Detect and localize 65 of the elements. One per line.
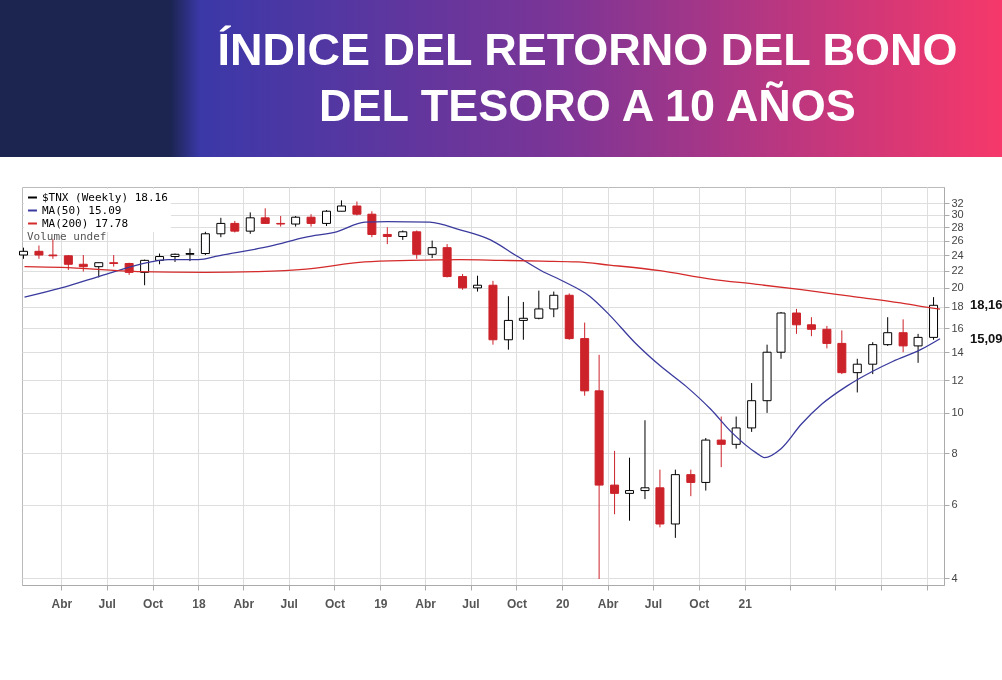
- y-tick-label: 20: [951, 281, 964, 294]
- y-tick-label: 28: [951, 220, 964, 233]
- candlestick: [640, 419, 650, 500]
- x-tick-label: Abr: [51, 596, 73, 611]
- y-tick-label: 24: [951, 248, 964, 261]
- x-tick-label: 18: [192, 596, 206, 611]
- candlestick: [503, 295, 513, 351]
- candlestick: [898, 318, 908, 353]
- y-tick-label: 18: [951, 300, 964, 313]
- candlestick: [170, 253, 180, 263]
- x-tick-label: 20: [556, 596, 570, 611]
- x-tick-label: 21: [738, 596, 753, 611]
- y-tick-label: 30: [951, 208, 964, 221]
- annotation: 18,16: [970, 297, 1002, 313]
- candlestick: [852, 358, 862, 393]
- chart-title: ÍNDICE DEL RETORNO DEL BONO DEL TESORO A 10 AÑOS: [216, 23, 959, 133]
- x-tick-label: Jul: [462, 596, 480, 611]
- y-tick-label: 6: [951, 498, 958, 511]
- candlestick: [306, 213, 316, 228]
- candlestick: [200, 231, 210, 256]
- candlestick: [534, 290, 544, 320]
- candlestick: [518, 301, 528, 341]
- y-tick-label: 16: [951, 321, 964, 334]
- candlestick: [34, 245, 44, 260]
- legend-label: $TNX (Weekly) 18.16: [42, 190, 168, 204]
- x-tick-label: 19: [374, 596, 388, 611]
- y-tick-label: 4: [951, 571, 958, 584]
- annotation: Volume undef: [27, 230, 107, 243]
- x-tick-label: Oct: [143, 596, 164, 611]
- candlestick: [868, 341, 878, 375]
- x-tick-label: Oct: [324, 596, 345, 611]
- line-series: [23, 220, 941, 459]
- x-tick-label: Jul: [98, 596, 116, 611]
- candlestick: [791, 308, 801, 335]
- candlestick: [716, 416, 726, 468]
- y-tick-label: 26: [951, 234, 964, 247]
- x-tick-label: Oct: [689, 596, 710, 611]
- y-tick-label: 22: [951, 264, 964, 277]
- candlestick: [686, 469, 696, 497]
- candlestick: [806, 316, 816, 337]
- annotation: 15,09: [970, 330, 1002, 346]
- candlestick: [216, 217, 226, 238]
- x-tick-label: Oct: [506, 596, 527, 611]
- y-tick-label: 14: [951, 345, 964, 358]
- x-tick-label: Jul: [280, 596, 298, 611]
- y-tick-label: 12: [951, 373, 964, 386]
- candlestick: [245, 211, 255, 235]
- x-tick-label: Abr: [233, 596, 255, 611]
- x-tick-label: Jul: [644, 596, 663, 611]
- candlestick: [610, 450, 620, 515]
- x-tick-label: Abr: [597, 596, 619, 611]
- candlestick: [625, 457, 635, 522]
- candlestick: [913, 333, 923, 364]
- candlestick: [549, 291, 559, 318]
- candlestick: [883, 316, 893, 347]
- x-tick-label: Abr: [415, 596, 437, 611]
- candlestick: [822, 325, 832, 349]
- legend-label: MA(50) 15.09: [42, 203, 122, 217]
- candlestick: [367, 210, 377, 238]
- y-tick-label: 10: [951, 406, 964, 419]
- y-tick-label: 32: [951, 196, 964, 209]
- y-tick-label: 8: [951, 446, 958, 459]
- candlestick: [185, 247, 195, 262]
- candlestick: [48, 238, 58, 260]
- legend-label: MA(200) 17.78: [42, 216, 129, 230]
